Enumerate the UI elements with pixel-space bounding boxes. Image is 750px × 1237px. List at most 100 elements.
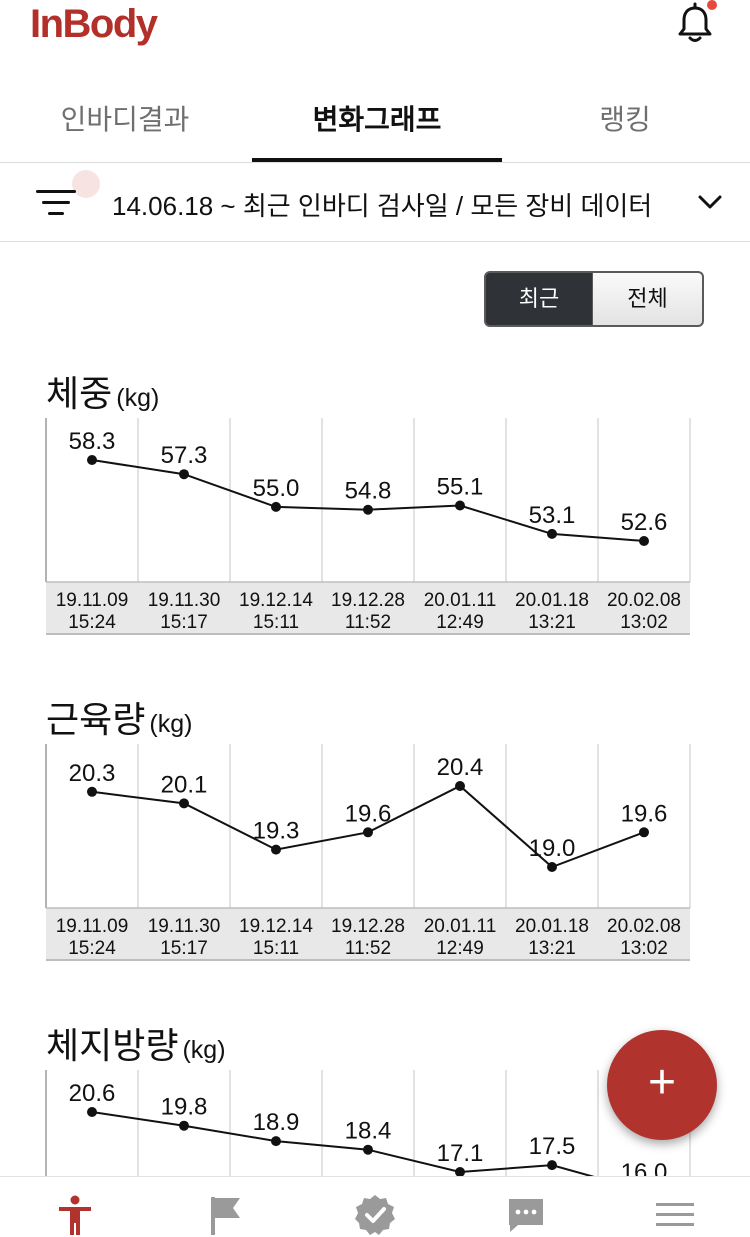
inbody-logo: InBody [30, 2, 158, 46]
data-point [639, 827, 649, 838]
data-label: 55.0 [253, 475, 300, 502]
plus-icon: + [647, 1056, 677, 1109]
data-label: 17.1 [437, 1140, 484, 1167]
filter-badge [72, 170, 100, 198]
data-point [363, 504, 373, 515]
data-point [179, 798, 189, 809]
data-label: 17.5 [529, 1133, 576, 1160]
tab-bar: 인바디결과 변화그래프 랭킹 [0, 90, 750, 163]
data-point [271, 844, 281, 855]
data-label: 19.6 [345, 800, 392, 827]
data-label: 52.6 [621, 509, 668, 536]
body-fat-mass-chart: 20.6 19.8 18.9 18.4 17.1 17.5 16.0 [45, 1070, 691, 1176]
weight-title: 체중 (kg) [46, 373, 160, 414]
body-fat-mass-title: 체지방량 (kg) [46, 1025, 226, 1066]
tab-change-graph[interactable]: 변화그래프 [312, 104, 442, 135]
x-tick-time: 13:21 [528, 612, 576, 633]
all-toggle-button[interactable]: 전체 [593, 271, 704, 327]
data-point [455, 1167, 465, 1176]
data-point [363, 1144, 373, 1155]
filter-bar[interactable]: 14.06.18 ~ 최근 인바디 검사일 / 모든 장비 데이터 [0, 163, 750, 242]
x-tick-time: 15:17 [160, 938, 208, 959]
tab-inbody-results[interactable]: 인바디결과 [60, 104, 190, 135]
chevron-down-icon[interactable] [697, 193, 723, 211]
muscle-mass-title: 근육량 (kg) [46, 699, 193, 740]
data-point [547, 1160, 557, 1171]
data-label: 58.3 [69, 428, 116, 455]
tab-ranking[interactable]: 랭킹 [599, 104, 651, 135]
x-tick-date: 19.12.14 [239, 916, 313, 937]
data-label: 20.4 [437, 754, 484, 781]
data-point [547, 862, 557, 872]
data-point [179, 1120, 189, 1131]
filter-range-text: 14.06.18 ~ 최근 인바디 검사일 / 모든 장비 데이터 [112, 191, 653, 221]
data-point [455, 500, 465, 511]
data-label: 19.3 [253, 818, 300, 845]
x-tick-date: 19.12.28 [331, 590, 405, 611]
data-point [87, 455, 97, 465]
x-tick-time: 13:21 [528, 938, 576, 959]
x-tick-time: 15:11 [253, 938, 299, 959]
x-tick-date: 20.01.18 [515, 916, 589, 937]
x-tick-date: 20.01.11 [424, 590, 497, 611]
x-tick-time: 15:17 [160, 612, 208, 633]
data-label: 19.0 [529, 835, 576, 862]
data-point [639, 536, 649, 546]
data-label: 16.0 [621, 1159, 668, 1176]
x-tick-date: 20.01.11 [424, 916, 497, 937]
data-label: 20.1 [161, 771, 208, 798]
data-label: 57.3 [161, 442, 208, 469]
x-tick-date: 19.12.28 [331, 916, 405, 937]
data-label: 19.6 [621, 800, 668, 827]
data-point [87, 786, 97, 797]
x-tick-date: 20.01.18 [515, 590, 589, 611]
x-tick-date: 19.11.30 [148, 916, 221, 937]
notification-dot [707, 0, 717, 10]
data-label: 20.6 [69, 1080, 116, 1107]
chat-icon[interactable] [504, 1193, 548, 1237]
x-tick-date: 20.02.08 [607, 590, 681, 611]
x-tick-time: 11:52 [345, 938, 391, 959]
x-tick-time: 15:11 [253, 612, 299, 633]
data-label: 53.1 [529, 502, 576, 529]
data-point [271, 501, 281, 512]
x-tick-date: 19.11.09 [56, 916, 129, 937]
data-label: 18.4 [345, 1118, 392, 1145]
data-label: 18.9 [253, 1109, 300, 1136]
data-point [271, 1136, 281, 1147]
data-label: 19.8 [161, 1094, 208, 1121]
data-point [87, 1107, 97, 1117]
data-label: 54.8 [345, 478, 392, 505]
data-point [547, 528, 557, 539]
x-tick-time: 13:02 [620, 612, 668, 633]
x-axis-band [46, 908, 690, 960]
x-tick-time: 15:24 [68, 612, 116, 633]
x-tick-time: 12:49 [436, 938, 484, 959]
data-point [179, 469, 189, 480]
x-axis-band [46, 582, 690, 634]
active-tab-indicator [252, 158, 502, 162]
x-tick-date: 19.11.09 [56, 590, 129, 611]
bell-icon[interactable] [673, 2, 717, 46]
data-point [363, 827, 373, 838]
flag-icon[interactable] [204, 1193, 248, 1237]
data-label: 20.3 [69, 760, 116, 787]
x-tick-date: 19.12.14 [239, 590, 313, 611]
data-label: 55.1 [437, 473, 484, 500]
x-tick-time: 13:02 [620, 938, 668, 959]
x-tick-date: 19.11.30 [148, 590, 221, 611]
x-tick-time: 15:24 [68, 938, 116, 959]
menu-icon[interactable] [653, 1193, 697, 1237]
x-tick-date: 20.02.08 [607, 916, 681, 937]
recent-toggle-button[interactable]: 최근 [484, 271, 594, 327]
data-point [455, 781, 465, 791]
x-tick-time: 11:52 [345, 612, 391, 633]
filter-icon[interactable] [36, 190, 76, 218]
person-icon[interactable] [53, 1193, 97, 1237]
verified-badge-icon[interactable] [353, 1193, 397, 1237]
add-record-button[interactable]: + [607, 1030, 717, 1140]
bottom-nav [0, 1176, 750, 1236]
x-tick-time: 12:49 [436, 612, 484, 633]
